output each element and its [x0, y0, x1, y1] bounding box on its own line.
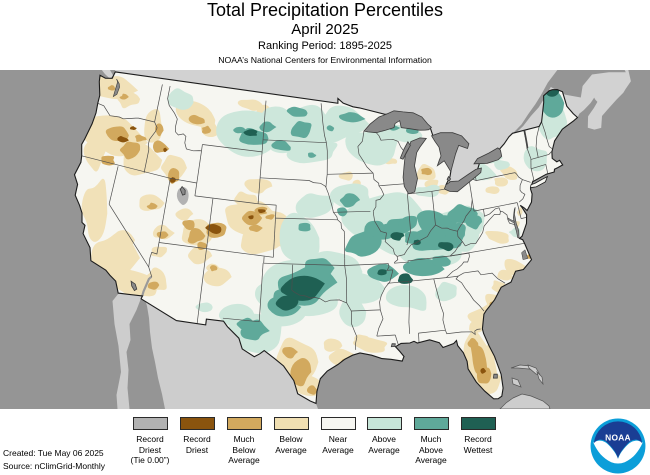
svg-text:NOAA: NOAA	[605, 432, 631, 442]
